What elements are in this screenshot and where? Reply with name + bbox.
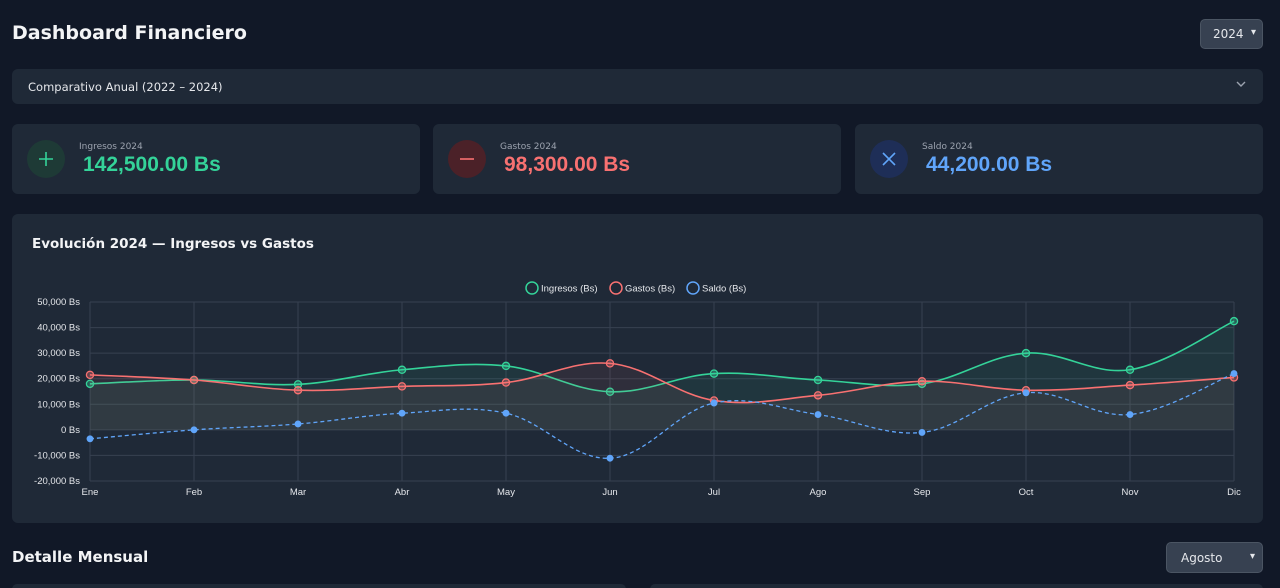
income-value: 142,500.00 Bs [83,153,221,176]
saldo-point [502,409,510,417]
gastos-point [293,385,303,395]
gastos-point [189,375,199,385]
evolution-chart-card: Evolución 2024 — Ingresos vs Gastos 50,0… [12,214,1263,523]
saldo-point [1126,411,1134,418]
saldo-point [710,399,718,407]
income-label: Ingresos 2024 [79,142,143,152]
y-tick-label: 50,000 Bs [37,297,80,308]
gastos-point [605,359,615,368]
detail-panel-left [12,584,626,588]
year-select-value: 2024 [1213,27,1244,41]
gastos-legend-label: Gastos (Bs) [625,284,675,295]
times-icon [870,140,908,178]
saldo-point [814,411,822,418]
x-tick-label: Ene [82,487,99,498]
ingresos-legend-swatch [525,281,539,295]
y-tick-label: -20,000 Bs [34,476,80,487]
chevron-down-icon [1235,78,1247,93]
gastos-point [501,378,511,387]
ingresos-point [501,361,511,371]
saldo-point [606,454,614,462]
accordion-label: Comparativo Anual (2022 – 2024) [28,79,223,94]
gastos-point [397,382,407,391]
saldo-point [398,409,406,417]
evolution-chart: 50,000 Bs 40,000 Bs 30,000 Bs 20,000 Bs 10,0… [34,281,1241,498]
expenses-value: 98,300.00 Bs [504,153,631,176]
expenses-label: Gastos 2024 [500,142,557,152]
saldo-legend-label: Saldo (Bs) [702,284,746,295]
saldo-point [86,435,94,443]
detail-section-title: Detalle Mensual [12,548,149,566]
ingresos-legend-label: Ingresos (Bs) [541,284,598,295]
year-select[interactable]: 2024 ▾ [1200,19,1263,49]
saldo-point [1022,389,1030,397]
income-card: Ingresos 2024 142,500.00 Bs [12,124,420,194]
chevron-down-icon: ▾ [1249,551,1255,562]
month-select[interactable]: Agosto ▾ [1166,542,1263,573]
x-tick-label: Abr [395,487,410,498]
ingresos-point [85,379,95,389]
page-title: Dashboard Financiero [12,22,247,44]
y-tick-label: 0 Bs [61,425,80,436]
chart-title: Evolución 2024 — Ingresos vs Gastos [32,236,314,252]
ingresos-line [89,320,1235,393]
ingresos-point [293,380,303,389]
y-tick-label: 20,000 Bs [37,374,80,385]
gastos-point [1125,380,1135,390]
month-select-value: Agosto [1181,550,1223,565]
gastos-point [917,377,927,386]
ingresos-point [605,387,615,397]
ingresos-point [813,375,823,385]
y-tick-label: 30,000 Bs [37,348,80,359]
ingresos-point [397,365,407,375]
y-tick-label: 10,000 Bs [37,399,80,410]
x-tick-label: Feb [186,487,202,498]
saldo-line [89,372,1235,459]
ingresos-area [90,321,1234,430]
gastos-legend-swatch [609,281,623,295]
plus-icon [27,140,65,178]
x-tick-label: Jun [602,487,617,498]
x-tick-label: Mar [290,487,306,498]
chevron-down-icon: ▾ [1250,27,1256,38]
detail-panel-right [650,584,1263,588]
x-tick-label: Ago [810,487,827,498]
x-tick-label: Nov [1122,487,1139,498]
balance-card: Saldo 2024 44,200.00 Bs [855,124,1263,194]
saldo-point [294,420,302,428]
gastos-line [89,362,1235,404]
gastos-point [813,391,823,400]
x-tick-label: Jul [708,487,720,498]
saldo-point [190,426,198,434]
saldo-point [1230,370,1238,378]
x-tick-label: Oct [1019,487,1034,498]
minus-icon [448,140,486,178]
x-tick-label: May [497,487,515,498]
ingresos-point [1229,316,1239,326]
annual-comparison-accordion[interactable]: Comparativo Anual (2022 – 2024) [12,69,1263,104]
expenses-card: Gastos 2024 98,300.00 Bs [433,124,841,194]
ingresos-point [1125,365,1135,375]
x-tick-label: Sep [914,487,931,498]
y-tick-label: 40,000 Bs [37,323,80,334]
saldo-legend-swatch [686,281,700,295]
gastos-point [85,370,95,380]
balance-label: Saldo 2024 [922,142,973,152]
gastos-area [90,362,1234,430]
saldo-point [918,428,926,436]
ingresos-point [1021,348,1031,358]
ingresos-point [709,369,719,378]
x-tick-label: Dic [1227,487,1241,498]
y-tick-label: -10,000 Bs [34,450,80,461]
balance-value: 44,200.00 Bs [926,153,1053,176]
